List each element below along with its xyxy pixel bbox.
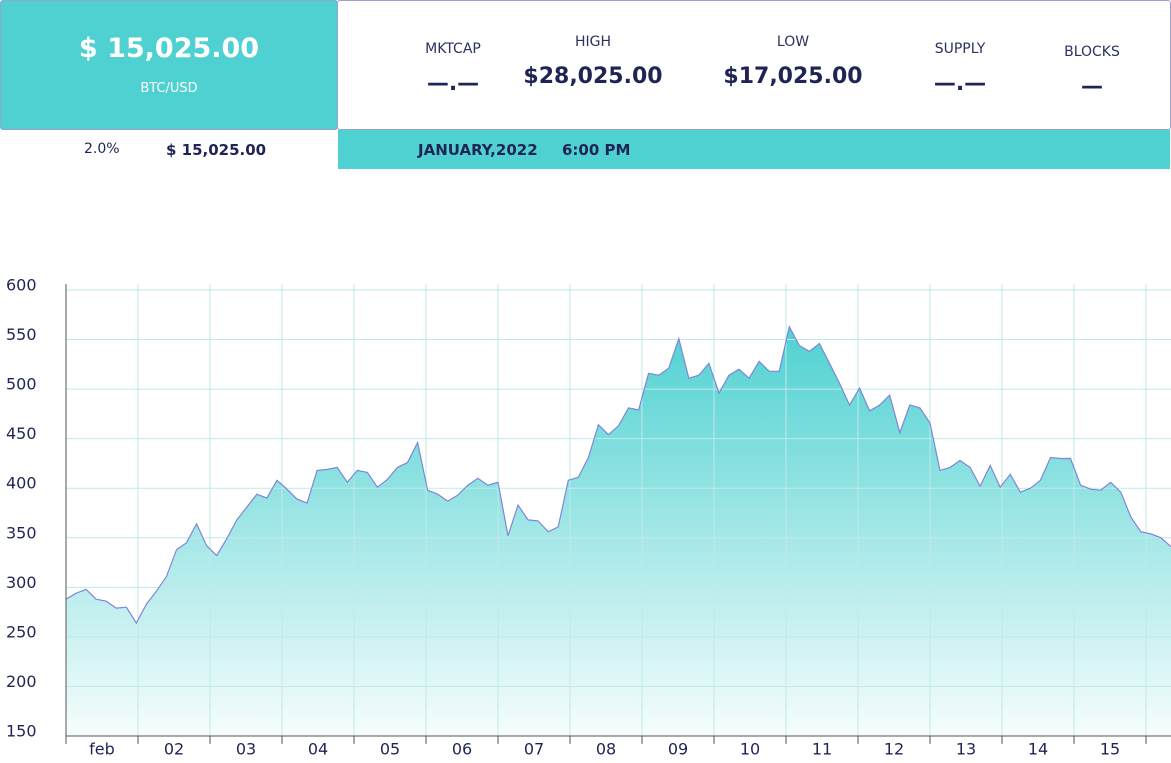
stat-label: SUPPLY xyxy=(934,41,986,57)
x-tick-label: 15 xyxy=(1100,740,1120,759)
y-tick-label: 550 xyxy=(6,325,37,344)
x-tick-label: 04 xyxy=(308,740,328,759)
x-tick-label: 14 xyxy=(1028,740,1048,759)
stat: SUPPLY —.— xyxy=(870,41,1050,96)
y-tick-label: 450 xyxy=(6,424,37,443)
x-tick-label: 03 xyxy=(236,740,256,759)
stats-box: MKTCAP —.— HIGH $28,025.00 LOW $17,025.00 SUPP… xyxy=(337,0,1171,130)
x-tick-label: feb xyxy=(89,740,115,759)
x-tick-label: 07 xyxy=(524,740,544,759)
x-tick-label: 10 xyxy=(740,740,760,759)
y-tick-label: 350 xyxy=(6,523,37,542)
date: JANUARY,2022 xyxy=(418,141,538,159)
y-tick-label: 250 xyxy=(6,622,37,641)
time: 6:00 PM xyxy=(562,141,631,159)
x-tick-label: 13 xyxy=(956,740,976,759)
y-tick-label: 300 xyxy=(6,573,37,592)
pair: BTC/USD xyxy=(140,81,198,96)
stat-label: LOW xyxy=(776,34,810,50)
x-tick-label: 11 xyxy=(812,740,832,759)
stat: LOW $17,025.00 xyxy=(703,34,883,89)
change: 2.0% xyxy=(84,141,120,157)
stat-value: $17,025.00 xyxy=(723,64,863,89)
price: $ 15,025.00 xyxy=(78,33,260,64)
date-bar: JANUARY,2022 6:00 PM xyxy=(338,130,1170,169)
x-tick-label: 12 xyxy=(884,740,904,759)
stat-label: HIGH xyxy=(574,34,612,50)
stat: MKTCAP —.— xyxy=(363,41,543,96)
last-price: $ 15,025.00 xyxy=(166,141,267,159)
x-tick-label: 09 xyxy=(668,740,688,759)
x-tick-label: 05 xyxy=(380,740,400,759)
stat-value: — xyxy=(1081,74,1103,99)
x-tick-label: 08 xyxy=(596,740,616,759)
y-tick-label: 200 xyxy=(6,672,37,691)
stat: BLOCKS — xyxy=(1002,44,1171,99)
x-tick-label: 06 xyxy=(452,740,472,759)
stat: HIGH $28,025.00 xyxy=(503,34,683,89)
y-tick-label: 600 xyxy=(6,276,37,295)
stat-value: —.— xyxy=(933,71,987,96)
y-tick-label: 400 xyxy=(6,474,37,493)
stat-value: $28,025.00 xyxy=(523,64,663,89)
y-tick-label: 150 xyxy=(6,722,37,741)
stat-label: BLOCKS xyxy=(1064,44,1120,60)
area xyxy=(66,326,1171,736)
line xyxy=(65,324,1171,625)
price-box: $ 15,025.00 BTC/USD xyxy=(0,0,338,130)
x-tick-label: 02 xyxy=(164,740,184,759)
stat-label: MKTCAP xyxy=(425,41,481,57)
stat-value: —.— xyxy=(426,71,480,96)
y-tick-label: 500 xyxy=(6,375,37,394)
